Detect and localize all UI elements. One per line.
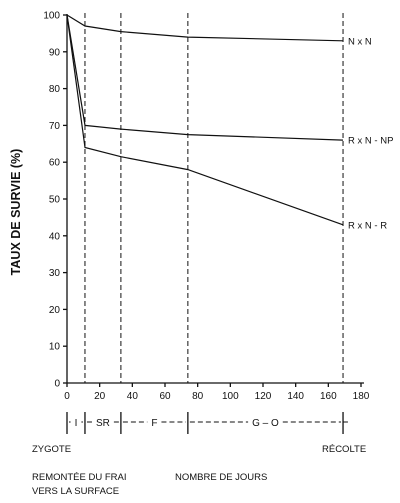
series-label: R x N - R	[348, 220, 387, 231]
x-tick-label: 80	[192, 391, 204, 402]
y-tick-label: 30	[49, 268, 61, 279]
zygote-label: ZYGOTE	[32, 444, 71, 455]
series-label: R x N - NP	[348, 136, 393, 147]
series-line	[66, 14, 344, 141]
y-tick-label: 10	[49, 342, 61, 353]
y-tick-label: 60	[49, 158, 61, 169]
x-tick-label: 0	[64, 391, 70, 402]
x-tick-label: 60	[159, 391, 171, 402]
series-line	[66, 14, 344, 226]
stage-boundaries	[84, 13, 344, 383]
x-tick-label: 120	[255, 391, 272, 402]
x-tick-label: 140	[287, 391, 304, 402]
x-tick-label: 160	[320, 391, 337, 402]
x-tick-label: 180	[353, 391, 370, 402]
x-tick-label: 20	[94, 391, 106, 402]
remontee-label-line1: REMONTÉE DU FRAI	[32, 472, 126, 483]
y-tick-label: 20	[49, 305, 61, 316]
recolte-label: RÉCOLTE	[322, 444, 366, 455]
series-label: N x N	[348, 36, 372, 47]
remontee-label-line2: VERS LA SURFACE	[32, 486, 119, 497]
y-tick-label: 90	[49, 47, 61, 58]
stage-bar: I SR F G – O	[66, 412, 348, 434]
x-tick-label: 100	[222, 391, 239, 402]
stage-label: I	[75, 418, 78, 429]
y-axis-title: TAUX DE SURVIE (%)	[9, 149, 23, 276]
y-tick-label: 50	[49, 195, 61, 206]
x-axis-ticks: 0 20 40 60 80 100 120 140 160 180	[64, 383, 370, 402]
y-tick-label: 0	[54, 379, 60, 390]
stage-label: F	[151, 418, 157, 429]
y-tick-label: 80	[49, 84, 61, 95]
y-tick-label: 100	[43, 11, 60, 22]
y-axis-ticks: 0 10 20 30 40 50 60 70 80 90 100	[43, 11, 67, 390]
y-tick-label: 40	[49, 231, 61, 242]
stage-label: SR	[96, 418, 110, 429]
series-line	[66, 14, 344, 42]
x-axis-title: NOMBRE DE JOURS	[175, 472, 267, 483]
y-tick-label: 70	[49, 121, 61, 132]
stage-label: G – O	[252, 418, 279, 429]
x-tick-label: 40	[127, 391, 139, 402]
series-lines: N x N R x N - NP R x N - R	[66, 14, 393, 231]
